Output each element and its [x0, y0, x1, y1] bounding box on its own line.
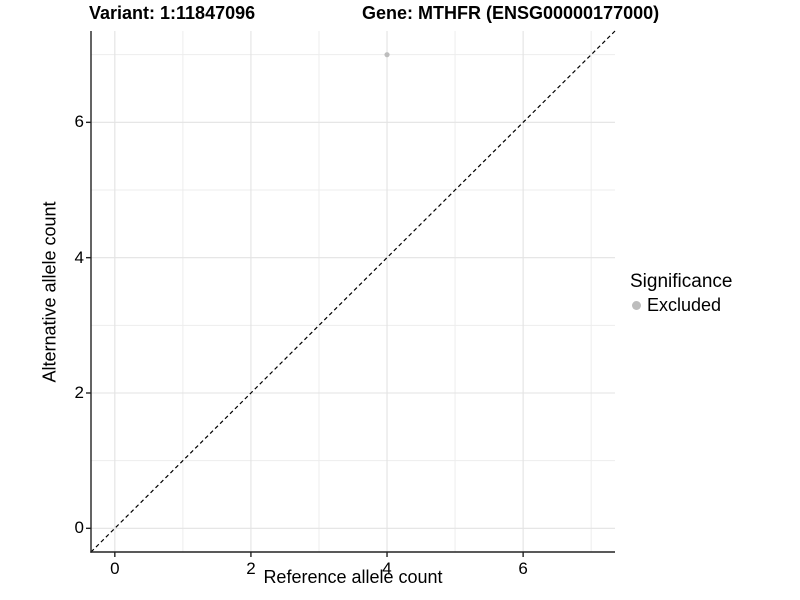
legend-item-label: Excluded — [647, 295, 722, 315]
legend: Significance Excluded — [630, 270, 732, 316]
y-tick-label: 2 — [74, 382, 84, 402]
y-tick-label: 6 — [74, 112, 84, 132]
y-tick-label: 4 — [74, 247, 84, 267]
legend-title: Significance — [630, 271, 733, 292]
variant-title: Variant: 1:11847096 — [89, 3, 256, 23]
gene-title: Gene: MTHFR (ENSG00000177000) — [362, 3, 660, 23]
y-tick-label: 0 — [74, 518, 84, 538]
data-point — [384, 52, 390, 58]
x-tick-label: 0 — [110, 559, 120, 578]
x-axis-title: Reference allele count — [263, 567, 443, 587]
x-tick-label: 4 — [382, 559, 392, 578]
x-tick-label: 2 — [246, 559, 256, 578]
y-axis-title: Alternative allele count — [39, 201, 60, 383]
identity-line — [90, 30, 616, 553]
x-tick-label: 6 — [518, 559, 528, 578]
legend-point-icon — [632, 300, 641, 310]
legend-item-excluded: Excluded — [630, 294, 732, 316]
